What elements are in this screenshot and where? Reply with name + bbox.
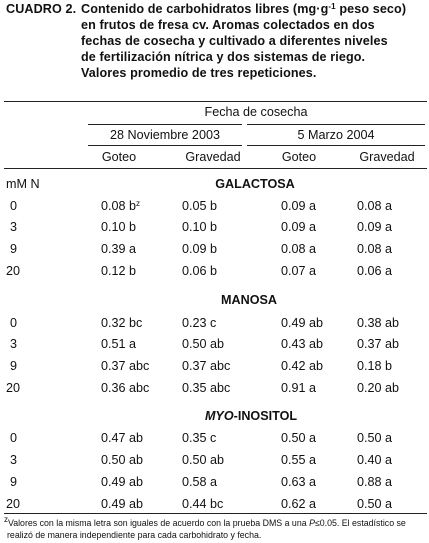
row-n: 0 bbox=[10, 316, 18, 330]
caption-line: de fertilización nítrica y dos sistemas … bbox=[81, 50, 366, 64]
date1-subrule bbox=[88, 145, 242, 146]
cell: 0.37 abc bbox=[101, 359, 150, 373]
row-n: 9 bbox=[10, 475, 18, 489]
cell: 0.50 ab bbox=[101, 453, 144, 467]
cell: 0.08 a bbox=[281, 242, 317, 256]
header-group-label: Fecha de cosecha bbox=[204, 105, 308, 119]
cell: 0.07 a bbox=[281, 264, 317, 278]
cell: 0.08 a bbox=[357, 242, 393, 256]
header-bottom-rule bbox=[4, 168, 427, 169]
footnote-line: realizó de manera independiente para cad… bbox=[7, 530, 262, 540]
cell: 0.55 a bbox=[281, 453, 317, 467]
cell: 0.50 ab bbox=[182, 337, 225, 351]
row-n: 0 bbox=[10, 199, 18, 213]
cell: 0.50 a bbox=[357, 431, 393, 445]
cell: 0.38 ab bbox=[357, 316, 400, 330]
section-title-galactosa: GALACTOSA bbox=[215, 177, 295, 191]
caption-line: en frutos de fresa cv. Aromas colectados… bbox=[81, 18, 375, 32]
cell: 0.49 ab bbox=[281, 316, 324, 330]
cell: 0.49 ab bbox=[101, 497, 144, 511]
header-col-goteo-2: Goteo bbox=[281, 150, 317, 164]
cell: 0.91 a bbox=[281, 381, 317, 395]
date1-rule bbox=[88, 124, 242, 125]
cell: 0.39 a bbox=[101, 242, 137, 256]
cell: 0.05 b bbox=[182, 199, 218, 213]
row-n: 3 bbox=[10, 337, 18, 351]
cell: 0.35 abc bbox=[182, 381, 231, 395]
cell: 0.47 ab bbox=[101, 431, 144, 445]
cell: 0.10 b bbox=[182, 220, 218, 234]
cell: 0.37 abc bbox=[182, 359, 231, 373]
cell: 0.36 abc bbox=[101, 381, 150, 395]
cell: 0.88 a bbox=[357, 475, 393, 489]
cell: 0.44 bc bbox=[182, 497, 224, 511]
cell: 0.32 bc bbox=[101, 316, 143, 330]
table-footnote: zValores con la misma letra son iguales … bbox=[4, 515, 428, 541]
row-n: 3 bbox=[10, 220, 18, 234]
cell: 0.12 b bbox=[101, 264, 137, 278]
date2-subrule bbox=[247, 145, 425, 146]
cell: 0.50 ab bbox=[182, 453, 225, 467]
cell: 0.06 a bbox=[357, 264, 393, 278]
header-date-2: 5 Marzo 2004 bbox=[297, 128, 375, 142]
cell: 0.62 a bbox=[281, 497, 317, 511]
cell: 0.42 ab bbox=[281, 359, 324, 373]
row-n: 3 bbox=[10, 453, 18, 467]
footnote-line: zValores con la misma letra son iguales … bbox=[4, 515, 406, 529]
cell: 0.50 a bbox=[281, 431, 317, 445]
cell: 0.06 b bbox=[182, 264, 218, 278]
cell: 0.10 b bbox=[101, 220, 137, 234]
cell: 0.09 a bbox=[357, 220, 393, 234]
cell: 0.35 c bbox=[182, 431, 217, 445]
cell: 0.43 ab bbox=[281, 337, 324, 351]
caption-line: Contenido de carbohidratos libres (mg·g-… bbox=[81, 2, 407, 16]
section-title-myo-inositol: MYO-INOSITOL bbox=[204, 409, 298, 423]
table-bottom-rule bbox=[4, 513, 427, 514]
header-col-gravedad-1: Gravedad bbox=[185, 150, 241, 164]
cell: 0.23 c bbox=[182, 316, 217, 330]
header-col-goteo-1: Goteo bbox=[101, 150, 137, 164]
cell: 0.09 a bbox=[281, 220, 317, 234]
caption-line: Valores promedio de tres repeticiones. bbox=[81, 66, 317, 80]
cell: 0.37 ab bbox=[357, 337, 400, 351]
row-n: 9 bbox=[10, 359, 18, 373]
cell: 0.51 a bbox=[101, 337, 137, 351]
row-n: 9 bbox=[10, 242, 18, 256]
cell: 0.09 b bbox=[182, 242, 218, 256]
header-stub-label: mM N bbox=[6, 177, 40, 191]
date2-rule bbox=[247, 124, 425, 125]
footnote-marker: z bbox=[4, 515, 8, 524]
cell: 0.20 ab bbox=[357, 381, 400, 395]
table-top-rule bbox=[4, 101, 427, 102]
header-col-gravedad-2: Gravedad bbox=[359, 150, 415, 164]
caption-superscript: -1 bbox=[328, 2, 336, 11]
row-n: 20 bbox=[6, 381, 21, 395]
caption-line: fechas de cosecha y cultivado a diferent… bbox=[81, 34, 388, 48]
header-date-1: 28 Noviembre 2003 bbox=[110, 128, 220, 142]
caption-text: Contenido de carbohidratos libres (mg·g-… bbox=[81, 1, 426, 81]
cell: 0.40 a bbox=[357, 453, 393, 467]
cell: 0.08 a bbox=[357, 199, 393, 213]
cell: 0.18 b bbox=[357, 359, 393, 373]
row-n: 20 bbox=[6, 264, 21, 278]
cell: 0.50 a bbox=[357, 497, 393, 511]
caption-label: CUADRO 2. bbox=[6, 2, 77, 16]
cell: 0.58 a bbox=[182, 475, 218, 489]
row-n: 0 bbox=[10, 431, 18, 445]
cell: 0.09 a bbox=[281, 199, 317, 213]
section-title-manosa: MANOSA bbox=[221, 293, 277, 307]
footnote-marker: z bbox=[136, 199, 141, 208]
cell: 0.63 a bbox=[281, 475, 317, 489]
cell: 0.08 bz bbox=[101, 199, 141, 213]
row-n: 20 bbox=[6, 497, 21, 511]
cell: 0.49 ab bbox=[101, 475, 144, 489]
